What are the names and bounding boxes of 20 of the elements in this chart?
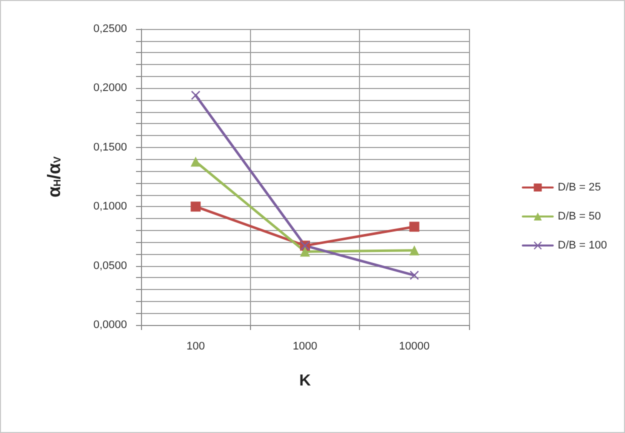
y-tick-label: 0,0500 [93, 260, 127, 272]
y-axis-title: αH/αV [44, 156, 64, 198]
point [190, 202, 201, 212]
y-tick-label: 0,1000 [93, 200, 127, 213]
point [409, 245, 420, 256]
legend-label: D/B = 25 [558, 182, 601, 194]
x-tick-label: 100 [186, 340, 205, 352]
legend-label: D/B = 100 [558, 240, 608, 252]
x-axis-title: K [299, 372, 312, 390]
y-tick-label: 0,0000 [93, 319, 127, 331]
point [190, 156, 201, 167]
point [300, 246, 310, 257]
y-tick-label: 0,2000 [93, 82, 127, 94]
y-tick-label: 0,2500 [93, 23, 127, 35]
x-tick-label: 1000 [292, 340, 318, 352]
point [191, 90, 200, 100]
point [409, 222, 420, 232]
legend-label: D/B = 50 [558, 210, 601, 222]
x-tick-label: 10000 [399, 340, 430, 352]
y-tick-label: 0,1500 [93, 141, 127, 154]
